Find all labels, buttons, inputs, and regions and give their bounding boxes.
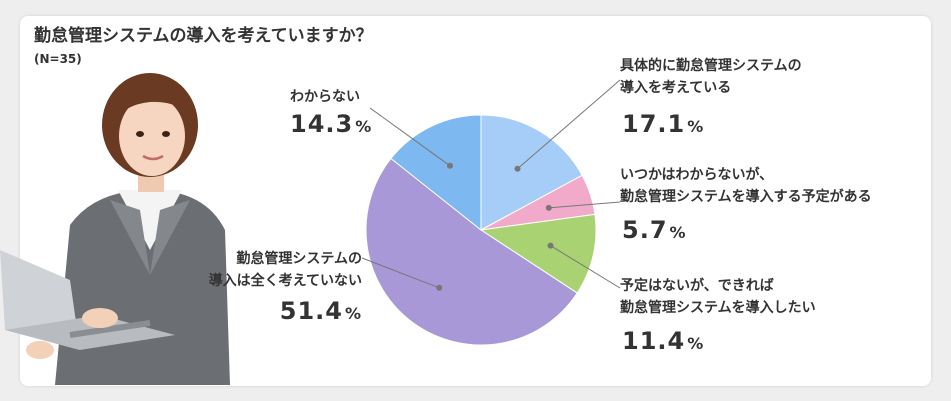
slice-label-planned: いつかはわからないが、 勤怠管理システムを導入する予定がある [620, 167, 872, 205]
chart-title: 勤怠管理システムの導入を考えていますか？ [34, 26, 373, 46]
slice-label-unknown: わからない [290, 89, 360, 105]
slice-considering-leader-line [517, 79, 621, 170]
slice-unknown-leader-line [369, 107, 451, 167]
slice-want-leader-dot [547, 242, 554, 249]
slice-label-considering: 具体的に勤怠管理システムの 導入を考えている [620, 58, 802, 96]
slice-value-not-considering: 51.4% [279, 297, 362, 325]
slice-want [479, 213, 597, 294]
slice-not-considering-leader-line [361, 257, 440, 289]
slice-value-want: 11.4% [622, 327, 705, 355]
slice-not-considering-leader-dot [436, 284, 443, 291]
slice-unknown-leader-dot [447, 162, 454, 169]
slice-want-leader-line [550, 245, 621, 289]
slice-value-unknown: 14.3% [290, 110, 373, 138]
slice-considering-leader-dot [514, 165, 521, 172]
businesswoman-with-laptop-image [0, 73, 230, 385]
slice-considering [480, 114, 583, 231]
slice-unknown [390, 114, 482, 232]
slice-value-planned: 5.7% [622, 216, 687, 244]
slice-planned-leader-dot [545, 204, 552, 211]
slice-planned-leader-line [548, 201, 621, 209]
slice-label-not-considering: 勤怠管理システムの 導入は全く考えていない [208, 251, 362, 289]
slice-not-considering [365, 157, 578, 346]
slice-value-considering: 17.1% [622, 110, 705, 138]
sample-size: (N=35) [34, 52, 82, 66]
slice-label-want: 予定はないが、できれば 勤怠管理システムを導入したい [620, 278, 816, 316]
